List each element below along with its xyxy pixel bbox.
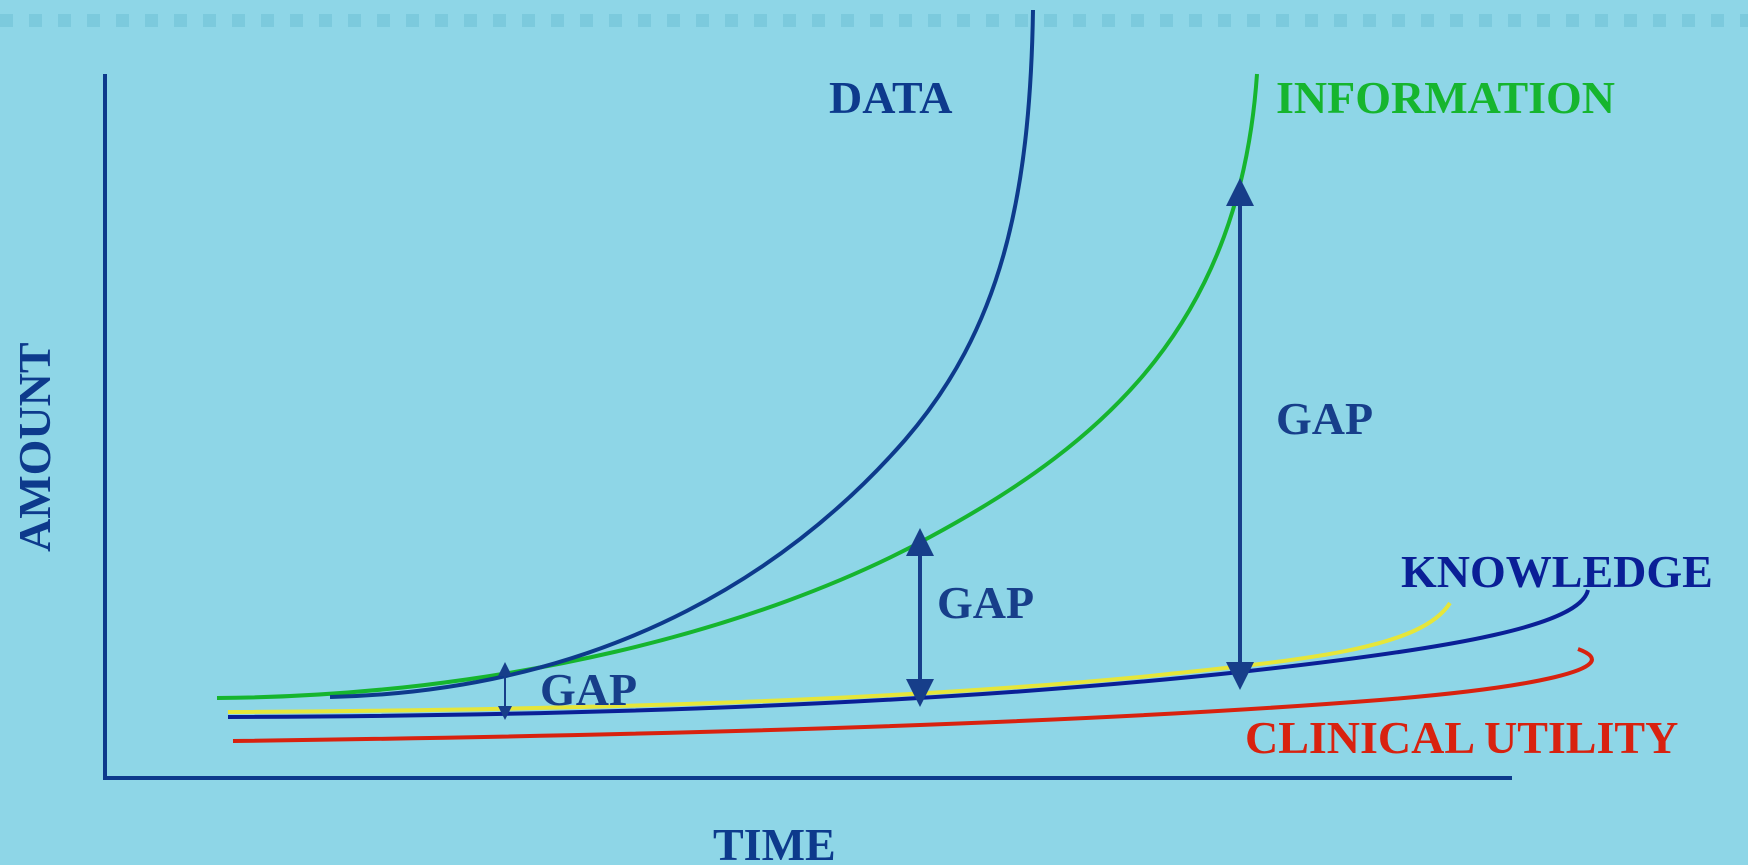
header-dot xyxy=(435,14,448,27)
data-label: DATA xyxy=(829,72,953,123)
header-dot xyxy=(1160,14,1173,27)
header-dot xyxy=(928,14,941,27)
information-label: INFORMATION xyxy=(1276,72,1615,123)
header-dot xyxy=(29,14,42,27)
header-dot xyxy=(174,14,187,27)
header-dot xyxy=(261,14,274,27)
header-dot xyxy=(1363,14,1376,27)
information-curve xyxy=(216,73,1259,700)
header-dot xyxy=(1044,14,1057,27)
header-dot xyxy=(406,14,419,27)
header-dot xyxy=(522,14,535,27)
header-dot xyxy=(1566,14,1579,27)
header-dot xyxy=(1711,14,1724,27)
header-dot xyxy=(870,14,883,27)
header-dot xyxy=(1305,14,1318,27)
header-dot xyxy=(1537,14,1550,27)
header-dot xyxy=(638,14,651,27)
header-dot xyxy=(1508,14,1521,27)
header-dot xyxy=(725,14,738,27)
header-dot xyxy=(1102,14,1115,27)
header-dot xyxy=(580,14,593,27)
header-dot xyxy=(667,14,680,27)
gap-label-medium: GAP xyxy=(937,577,1034,628)
header-dot xyxy=(464,14,477,27)
header-dot xyxy=(1624,14,1637,27)
header-dot xyxy=(1247,14,1260,27)
header-dot xyxy=(319,14,332,27)
header-dot xyxy=(812,14,825,27)
header-dot xyxy=(899,14,912,27)
clinical-utility-curve xyxy=(232,647,1594,743)
data-curve xyxy=(329,9,1035,699)
header-dot xyxy=(696,14,709,27)
header-dot xyxy=(116,14,129,27)
header-dot xyxy=(290,14,303,27)
header-dot xyxy=(1740,14,1748,27)
header-dot-strip xyxy=(0,14,1748,27)
header-dot xyxy=(841,14,854,27)
header-dot xyxy=(1015,14,1028,27)
clinical-utility-label: CLINICAL UTILITY xyxy=(1245,712,1678,763)
knowledge-curve xyxy=(227,589,1590,719)
header-dot xyxy=(1392,14,1405,27)
header-dot xyxy=(1450,14,1463,27)
header-dot xyxy=(1131,14,1144,27)
header-dot xyxy=(783,14,796,27)
x-axis-label: TIME xyxy=(713,819,836,865)
gap-label-small: GAP xyxy=(540,664,637,715)
header-dot xyxy=(377,14,390,27)
header-dot xyxy=(232,14,245,27)
header-dot xyxy=(986,14,999,27)
header-dot xyxy=(1653,14,1666,27)
unlabeled-yellow-curve xyxy=(227,601,1452,714)
y-axis-label: AMOUNT xyxy=(9,342,60,552)
knowledge-label: KNOWLEDGE xyxy=(1401,546,1713,597)
header-dot xyxy=(609,14,622,27)
header-dot xyxy=(957,14,970,27)
header-dot xyxy=(1334,14,1347,27)
header-dot xyxy=(551,14,564,27)
header-dot xyxy=(348,14,361,27)
header-dot xyxy=(1595,14,1608,27)
header-dot xyxy=(1189,14,1202,27)
gap-label-large: GAP xyxy=(1276,393,1373,444)
header-dot xyxy=(58,14,71,27)
header-dot xyxy=(203,14,216,27)
header-dot xyxy=(754,14,767,27)
header-dot xyxy=(1218,14,1231,27)
header-dot xyxy=(1682,14,1695,27)
header-dot xyxy=(1421,14,1434,27)
header-dot xyxy=(1073,14,1086,27)
header-dot xyxy=(145,14,158,27)
header-dot xyxy=(1276,14,1289,27)
header-dot xyxy=(0,14,13,27)
header-dot xyxy=(1479,14,1492,27)
header-dot xyxy=(87,14,100,27)
header-dot xyxy=(493,14,506,27)
